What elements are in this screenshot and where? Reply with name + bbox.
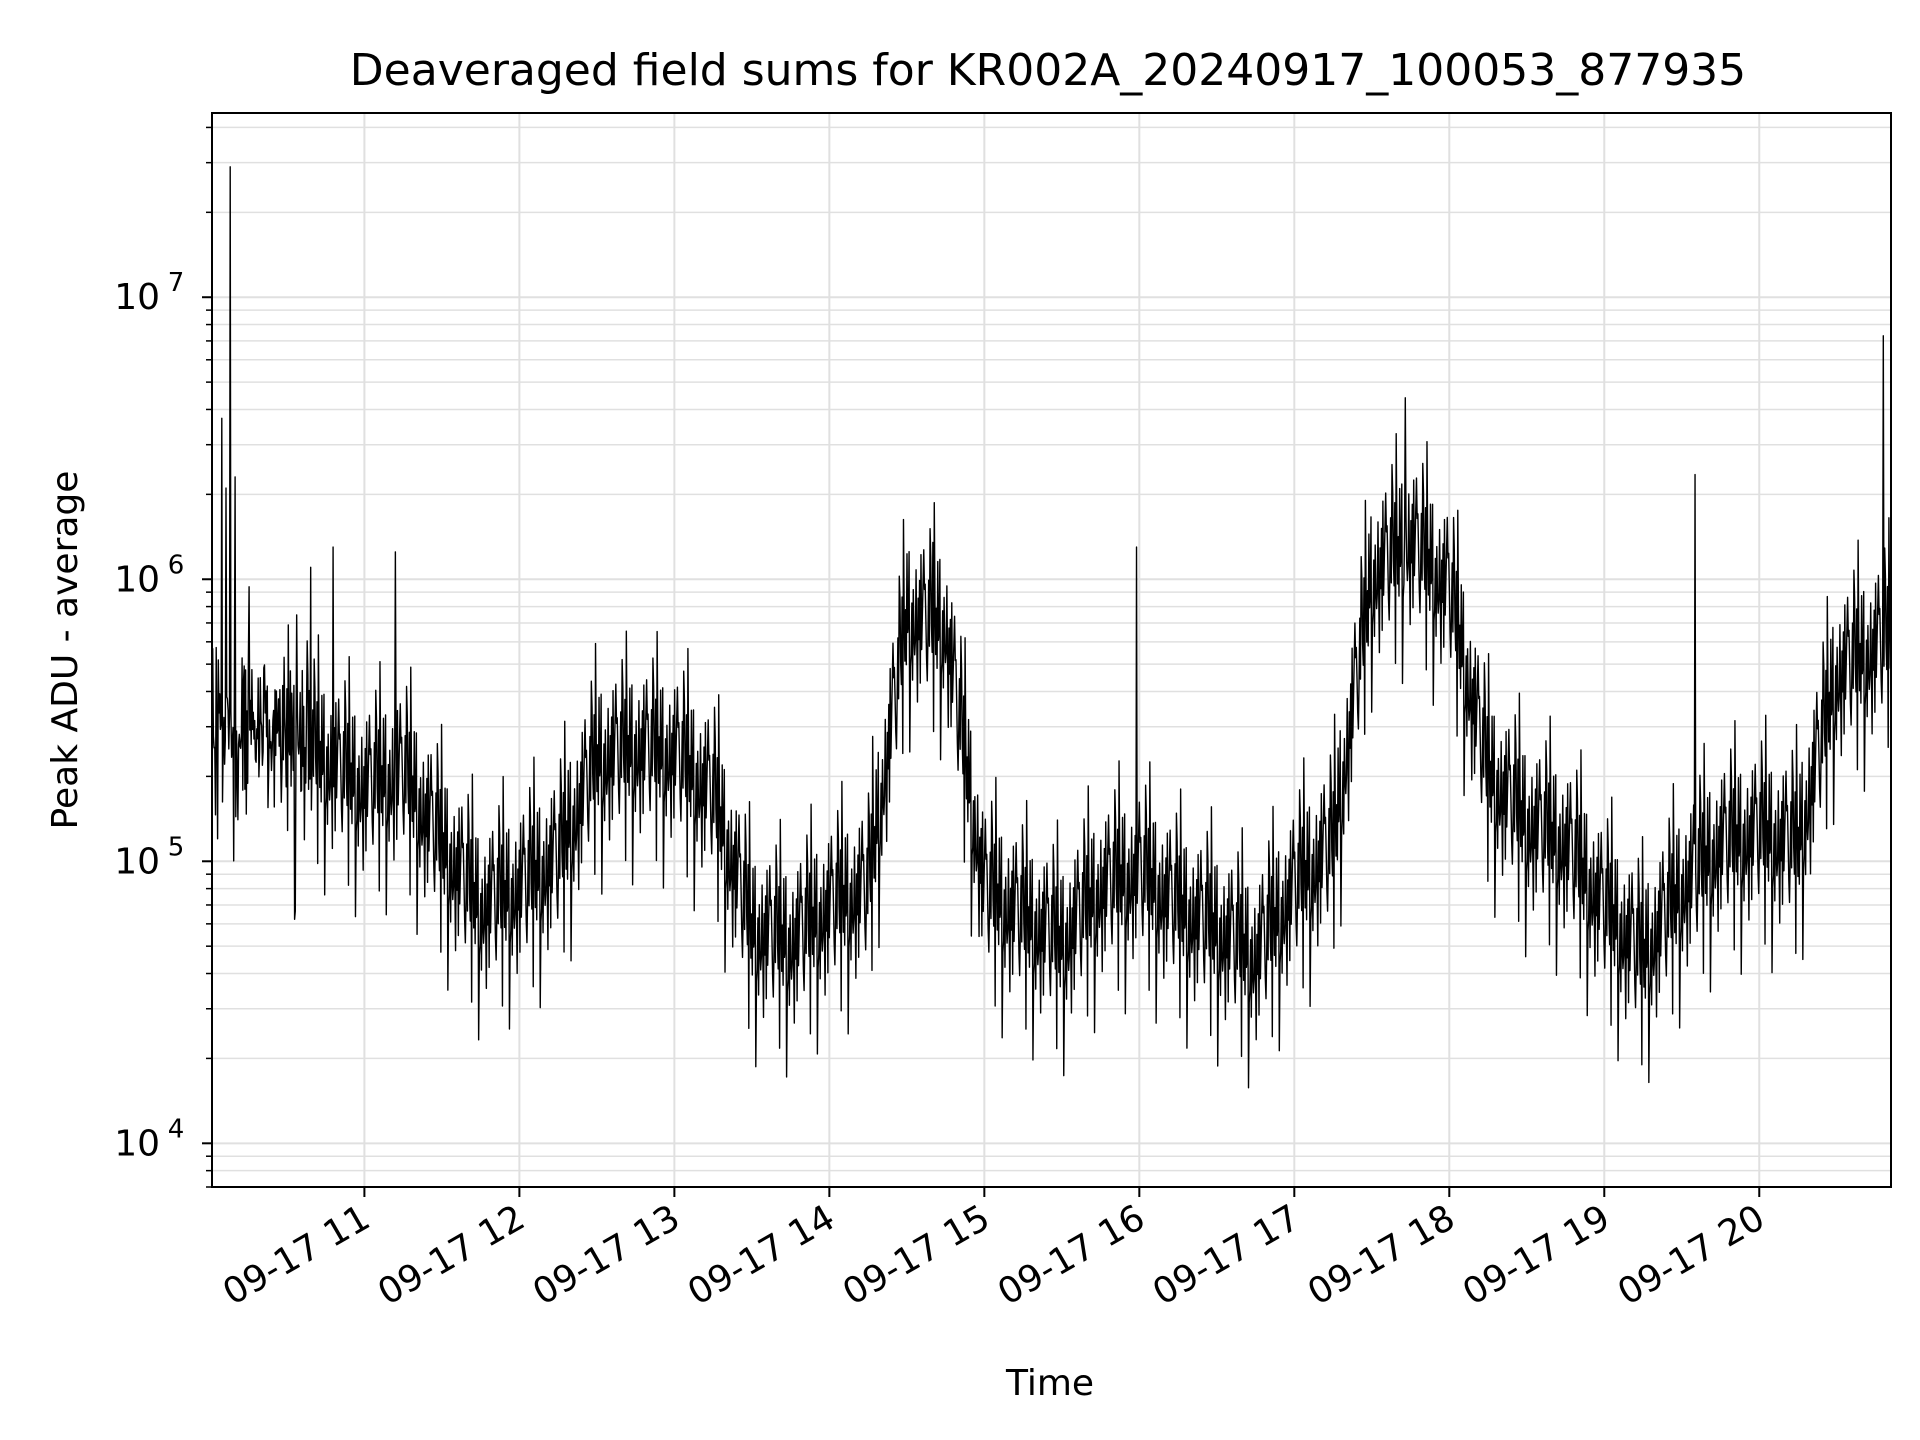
series-line — [211, 166, 1892, 1089]
y-tick-label: 10 — [114, 559, 160, 600]
chart-title: Deaveraged field sums for KR002A_2024091… — [350, 45, 1746, 96]
y-tick-exponent: 5 — [168, 832, 185, 862]
y-tick-exponent: 6 — [168, 550, 185, 580]
y-tick-exponent: 4 — [168, 1114, 185, 1144]
x-tick-label: 09-17 19 — [1456, 1197, 1617, 1313]
x-tick-label: 09-17 11 — [216, 1197, 377, 1313]
y-tick-label: 10 — [114, 841, 160, 882]
x-tick-label: 09-17 12 — [371, 1197, 532, 1313]
y-tick-label: 10 — [114, 277, 160, 318]
y-tick-base: 10 — [114, 559, 160, 600]
x-tick-label: 09-17 18 — [1301, 1197, 1462, 1313]
x-tick-label: 09-17 15 — [836, 1197, 997, 1313]
y-axis: 10 4 10 5 10 6 10 7 — [114, 126, 212, 1188]
plot-frame — [211, 112, 1892, 1188]
y-tick-base: 10 — [114, 277, 160, 318]
x-tick-label: 09-17 20 — [1611, 1197, 1772, 1313]
x-tick-label: 09-17 17 — [1146, 1197, 1307, 1313]
y-tick-base: 10 — [114, 841, 160, 882]
y-tick-label: 10 — [114, 1123, 160, 1164]
x-tick-label: 09-17 16 — [991, 1197, 1152, 1313]
y-tick-exponent: 7 — [168, 268, 185, 298]
y-tick-base: 10 — [114, 1123, 160, 1164]
x-tick-label: 09-17 13 — [526, 1197, 687, 1313]
x-axis-label: Time — [1005, 1363, 1094, 1404]
grid-lines — [212, 113, 1891, 1188]
x-tick-label: 09-17 14 — [681, 1197, 842, 1313]
y-axis-label: Peak ADU - average — [45, 471, 86, 830]
plot-area — [211, 166, 1892, 1089]
